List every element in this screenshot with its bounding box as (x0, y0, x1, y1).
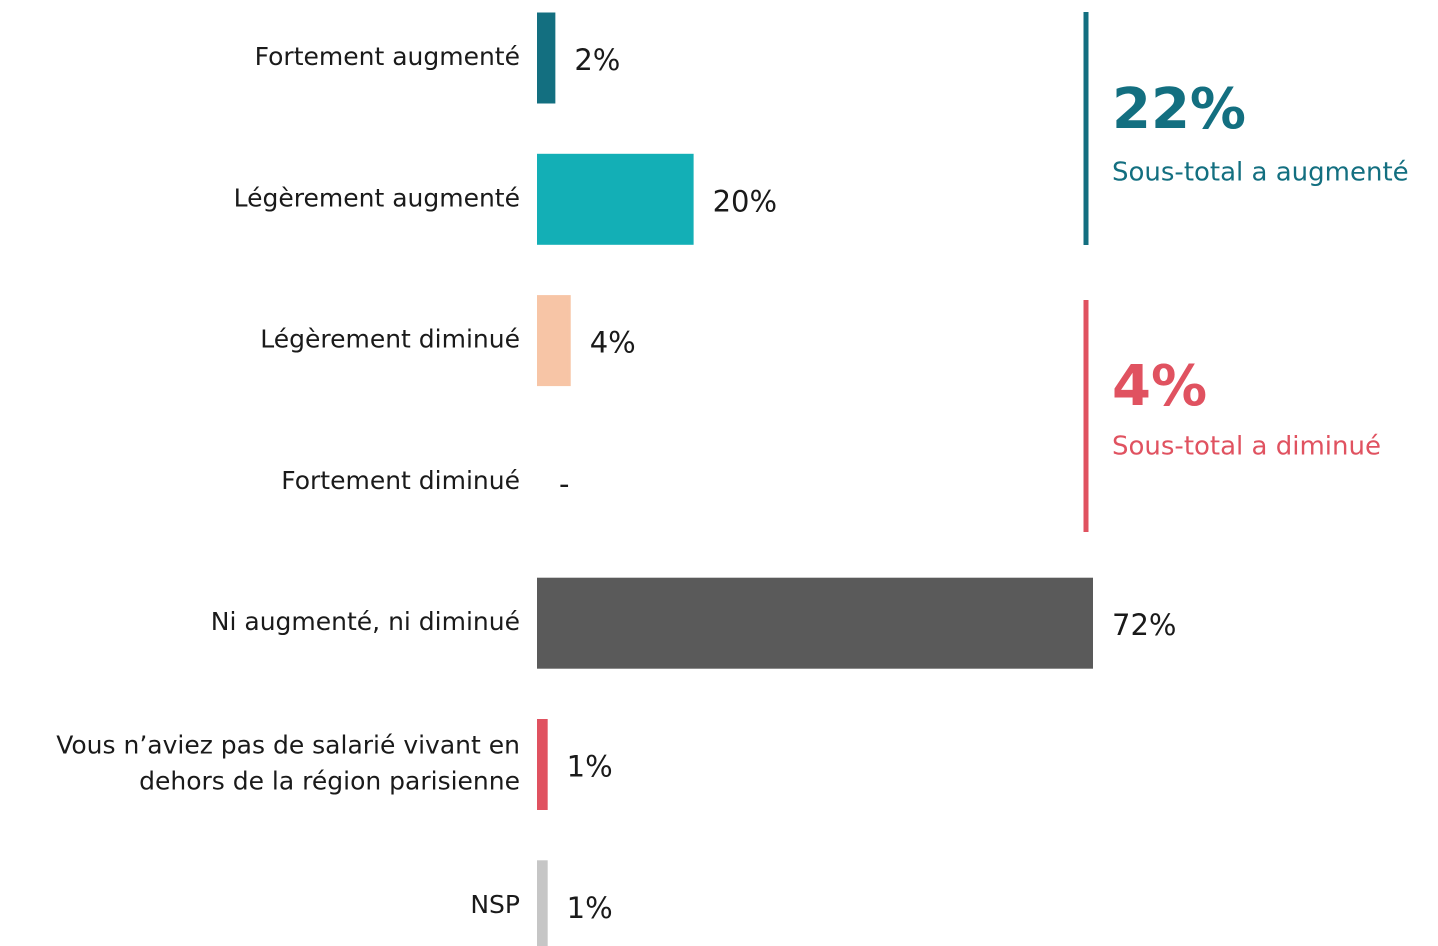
bar (537, 295, 571, 387)
value-label: 1% (567, 750, 613, 784)
bar (537, 577, 1093, 669)
category-label: Fortement augmenté (255, 42, 520, 71)
value-label: - (559, 467, 569, 501)
bar (537, 12, 556, 104)
value-label: 2% (574, 43, 620, 77)
value-label: 1% (567, 891, 613, 925)
value-label: 72% (1112, 608, 1176, 642)
subtotal-label: Sous-total a diminué (1112, 432, 1381, 462)
category-label: Légèrement diminué (260, 325, 520, 354)
subtotal-value: 4% (1112, 354, 1207, 419)
category-label: NSP (470, 890, 520, 919)
value-label: 4% (590, 326, 636, 360)
value-label: 20% (713, 184, 777, 218)
category-label: Fortement diminué (281, 466, 520, 495)
subtotal-value: 22% (1112, 77, 1246, 142)
category-label: Vous n’aviez pas de salarié vivant en deh… (56, 731, 520, 796)
bar (537, 719, 548, 810)
category-label: Légèrement augmenté (234, 183, 520, 212)
category-label: Ni augmenté, ni diminué (211, 607, 520, 636)
bar (537, 153, 694, 245)
subtotal-label: Sous-total a augmenté (1112, 158, 1409, 188)
bar (537, 860, 548, 946)
